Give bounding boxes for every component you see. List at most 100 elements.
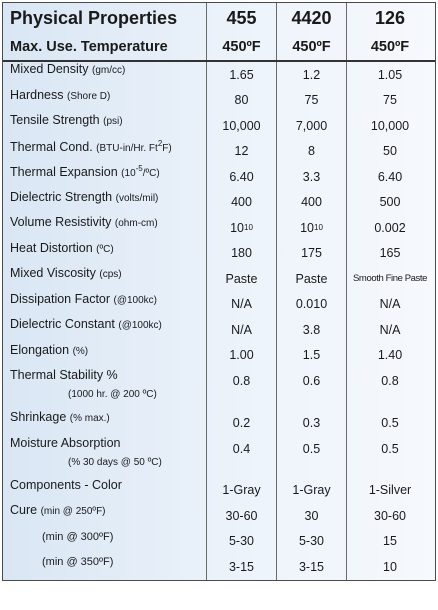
table-row: Mixed Density (gm/cc) 1.65 1.2 1.05 <box>3 62 435 88</box>
label-line: Cure (min @ 250ºF) <box>10 503 106 517</box>
value-text: 0.4 <box>232 441 251 456</box>
header-text: 450ºF <box>370 38 410 55</box>
label-line: Thermal Stability % <box>10 368 118 382</box>
header-cell: Physical Properties <box>3 3 206 33</box>
value-cell: 0.4 <box>206 435 276 478</box>
value-text: 0.002 <box>374 220 406 235</box>
header-cell: 450ºF <box>346 33 433 60</box>
value-cell: 0.5 <box>346 435 433 478</box>
value-text: 10 <box>383 559 397 574</box>
value-cell: 30 <box>276 503 346 529</box>
value-cell: N/A <box>346 291 433 317</box>
label-line: Components - Color <box>10 478 122 492</box>
value-text: 1-Gray <box>292 483 331 498</box>
table-row: Dielectric Constant (@100kc) N/A 3.8 N/A <box>3 317 435 343</box>
text-part: Thermal Stability % <box>10 368 118 382</box>
value-text: 175 <box>301 246 322 261</box>
table-row: (min @ 300ºF) 5-30 5-30 15 <box>3 528 435 554</box>
header-cell: 455 <box>206 3 276 33</box>
value-cell: 1.5 <box>276 342 346 368</box>
header-cell: Max. Use. Temperature <box>3 33 206 60</box>
value-cell: 180 <box>206 240 276 266</box>
value-text: 0.8 <box>381 374 399 388</box>
table-row: Tensile Strength (psi) 10,000 7,000 10,000 <box>3 113 435 139</box>
header-row: Max. Use. Temperature 450ºF 450ºF 450ºF <box>3 33 435 62</box>
header-cell: 450ºF <box>206 33 276 60</box>
value-text: Paste <box>295 271 328 286</box>
value-text: 5-30 <box>228 534 255 549</box>
label-line: Mixed Density (gm/cc) <box>10 62 125 76</box>
value-text: 0.2 <box>232 415 251 430</box>
text-part: Dissipation Factor <box>10 291 114 306</box>
value-cell: 0.3 <box>276 410 346 436</box>
value-cell: 5-30 <box>276 528 346 554</box>
text-part: Cure <box>10 503 41 517</box>
value-cell: 7,000 <box>276 113 346 139</box>
row-label: Mixed Viscosity (cps) <box>3 266 206 292</box>
text-part: 10 <box>300 220 314 235</box>
sublabel-line: (% 30 days @ 50 ºC) <box>10 454 162 468</box>
value-text: 10,000 <box>370 118 410 133</box>
text-part: (min @ 300ºF) <box>42 530 114 543</box>
header-cell: 4420 <box>276 3 346 33</box>
sublabel-line: (1000 hr. @ 200 ºC) <box>10 386 157 400</box>
value-cell: 0.8 <box>206 368 276 410</box>
header-text: 4420 <box>291 7 332 28</box>
header-text: Max. Use. Temperature <box>10 38 168 55</box>
value-cell: N/A <box>206 291 276 317</box>
text-part: (%) <box>72 345 89 357</box>
label-line: Heat Distortion (ºC) <box>10 241 114 255</box>
value-text: N/A <box>379 297 401 312</box>
value-cell: 8 <box>276 138 346 164</box>
value-cell: 10,000 <box>346 113 433 139</box>
text-part: Thermal Expansion <box>10 165 122 180</box>
row-label: Thermal Expansion (10-5/ºC) <box>3 164 206 190</box>
value-cell: 10 <box>346 554 433 580</box>
header-cell: 126 <box>346 3 433 33</box>
value-cell: 15 <box>346 528 433 554</box>
text-part: Thermal Cond. <box>10 139 97 154</box>
value-cell: 10 10 <box>206 215 276 241</box>
value-text: 0.5 <box>381 441 399 456</box>
value-text: 0.5 <box>302 441 321 456</box>
value-cell: 0.5 <box>276 435 346 478</box>
row-label: Thermal Stability % (1000 hr. @ 200 ºC) <box>3 368 206 410</box>
text-part: 10 <box>314 223 323 233</box>
label-line: Dielectric Constant (@100kc) <box>10 317 162 331</box>
row-label: Moisture Absorption (% 30 days @ 50 ºC) <box>3 436 206 478</box>
table-row: Thermal Expansion (10-5/ºC) 6.40 3.3 6.40 <box>3 164 435 190</box>
value-text: 80 <box>234 93 249 108</box>
value-cell: 1-Silver <box>346 477 433 503</box>
table-row: Dissipation Factor (@100kc) N/A 0.010 N/A <box>3 291 435 317</box>
value-text: Paste <box>225 271 258 286</box>
value-text: 1-Silver <box>368 483 412 498</box>
value-text: 12 <box>234 144 249 159</box>
text-part: (ºC) <box>96 243 114 255</box>
table-row: Volume Resistivity (ohm-cm) 10 10 10 10 0.002 <box>3 215 435 241</box>
text-part: (ohm-cm) <box>114 218 158 229</box>
header-text: 455 <box>226 7 257 28</box>
value-cell: 12 <box>206 138 276 164</box>
row-label: Volume Resistivity (ohm-cm) <box>3 215 206 241</box>
text-part: /ºC) <box>142 168 160 180</box>
text-part: (% 30 days @ 50 ºC) <box>68 456 162 468</box>
text-part: Heat Distortion <box>10 240 97 255</box>
row-label: Hardness (Shore D) <box>3 88 206 114</box>
table-row: Components - Color 1-Gray 1-Gray 1-Silver <box>3 477 435 503</box>
text-part: Elongation <box>10 342 73 357</box>
table-row: Elongation (%) 1.00 1.5 1.40 <box>3 342 435 368</box>
text-part: (min @ 350ºF) <box>42 556 114 568</box>
value-cell: N/A <box>346 317 433 343</box>
text-part: Dielectric Strength <box>10 189 116 204</box>
value-text: 0.3 <box>302 415 321 430</box>
value-cell: Smooth Fine Paste <box>346 266 433 292</box>
table-row: Moisture Absorption (% 30 days @ 50 ºC) 0.… <box>3 435 435 478</box>
row-label: Tensile Strength (psi) <box>3 113 206 139</box>
row-label: Heat Distortion (ºC) <box>3 241 206 267</box>
value-text: 50 <box>383 144 397 159</box>
text-part: (min @ 250ºF) <box>40 506 106 517</box>
value-cell: Paste <box>276 266 346 292</box>
value-cell: 175 <box>276 240 346 266</box>
value-text: 30-60 <box>225 508 258 523</box>
value-text: 1.05 <box>377 67 403 82</box>
